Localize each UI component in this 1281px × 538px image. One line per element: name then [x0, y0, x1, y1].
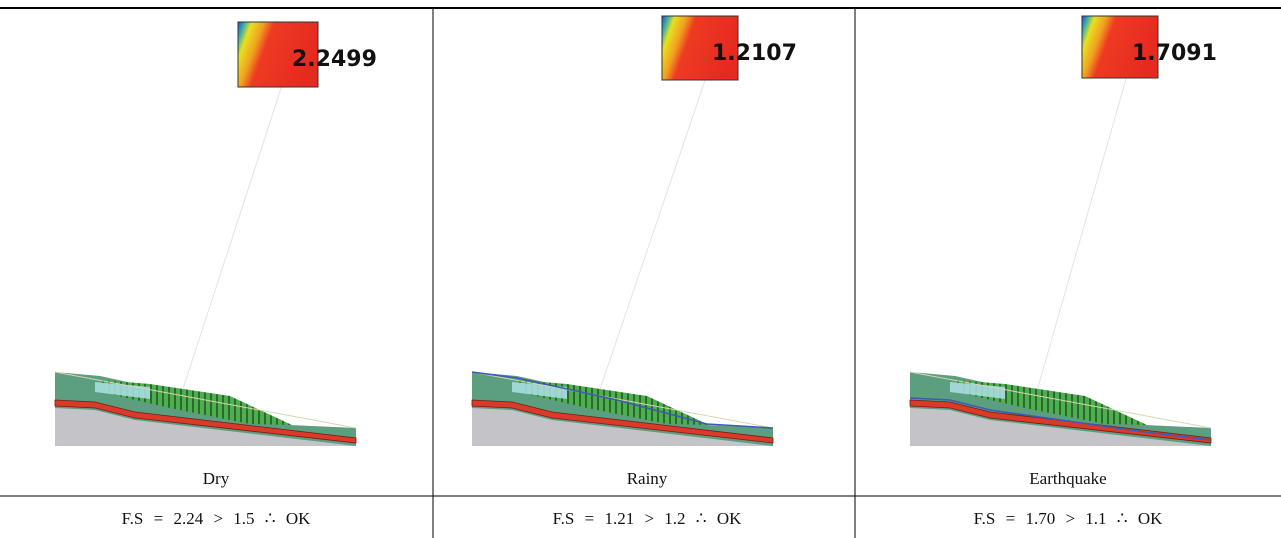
slope-model — [472, 60, 773, 446]
case-caption: Earthquake — [1029, 469, 1106, 488]
figure-table: 2.2499 Dry F.S = 2.24 > 1.5 ∴ OK 1.2107 Rain… — [0, 0, 1281, 538]
slope-model — [55, 67, 356, 446]
slip-pointer — [597, 60, 712, 398]
slip-pointer — [180, 67, 288, 398]
case-caption: Dry — [203, 469, 230, 488]
safety-factor: 2.2499 — [292, 47, 377, 72]
safety-factor: 1.2107 — [712, 41, 797, 66]
case-result: F.S = 2.24 > 1.5 ∴ OK — [122, 509, 312, 528]
case-result: F.S = 1.70 > 1.1 ∴ OK — [974, 509, 1164, 528]
case-caption: Rainy — [627, 469, 668, 488]
safety-factor: 1.7091 — [1132, 41, 1217, 66]
case-result: F.S = 1.21 > 1.2 ∴ OK — [553, 509, 743, 528]
slope-model — [910, 58, 1211, 446]
slip-pointer — [1035, 58, 1132, 398]
